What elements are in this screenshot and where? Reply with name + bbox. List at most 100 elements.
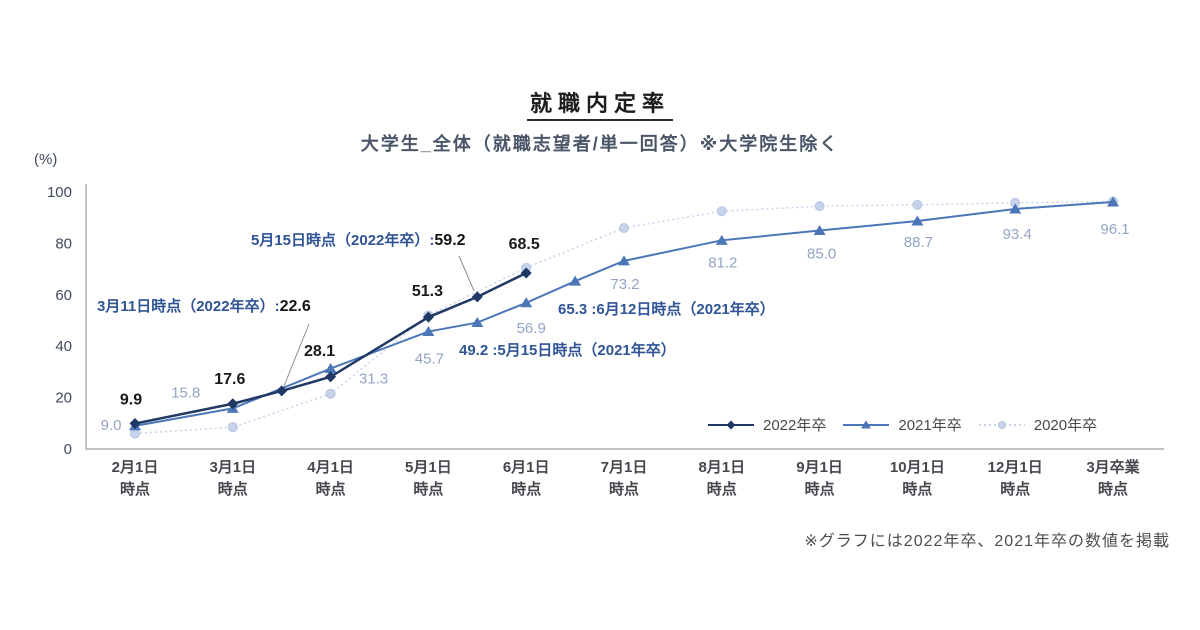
legend-label: 2021年卒 [898, 417, 962, 434]
triangle-marker [911, 215, 924, 226]
annotation-label: 49.2 :5月15日時点（2021年卒） [459, 342, 676, 359]
annotation-leader-line [283, 323, 310, 387]
triangle-marker [715, 234, 728, 245]
x-tick-label: 時点 [609, 480, 639, 498]
triangle-marker [569, 275, 582, 286]
data-label: 73.2 [610, 276, 639, 293]
data-label: 68.5 [509, 236, 540, 253]
circle-marker [227, 422, 238, 433]
legend-swatch-diamond [708, 420, 754, 429]
data-label: 15.8 [171, 384, 200, 401]
diamond-marker [471, 291, 483, 303]
data-label: 88.7 [904, 234, 933, 251]
diamond-marker [520, 267, 532, 279]
x-tick-label: 5月1日 [405, 459, 452, 476]
triangle-marker [1009, 203, 1022, 214]
x-tick-label: 時点 [316, 480, 346, 498]
y-tick-label: 100 [47, 184, 72, 201]
legend-swatch-circle [978, 420, 1025, 429]
x-tick-label: 時点 [902, 480, 932, 498]
chart-subtitle: 大学生_全体（就職志望者/単一回答）※大学院生除く [360, 134, 840, 154]
triangle-marker [1107, 196, 1119, 207]
circle-marker [716, 206, 727, 217]
x-tick-label: 4月1日 [307, 459, 354, 476]
page-title: 就職内定率 [0, 86, 1200, 121]
data-label: 81.2 [708, 254, 737, 271]
x-tick-label: 6月1日 [503, 459, 550, 476]
legend-label: 2022年卒 [763, 417, 827, 434]
diamond-marker [227, 398, 239, 410]
circle-marker [325, 388, 336, 399]
data-label: 96.1 [1100, 221, 1129, 238]
y-axis-unit-label: (%) [34, 151, 58, 168]
x-tick-label: 8月1日 [698, 459, 745, 476]
circle-marker [619, 222, 629, 233]
triangle-marker [813, 225, 826, 236]
annotation-label: 3月11日時点（2022年卒）: [97, 298, 280, 315]
footnote: ※グラフには2022年卒、2021年卒の数値を掲載 [804, 533, 1170, 550]
data-label: 31.3 [359, 371, 388, 388]
legend-item: 2020年卒 [977, 414, 1097, 435]
data-label: 51.3 [412, 283, 443, 300]
diamond-marker [726, 420, 736, 429]
annotation-leader-line [458, 255, 475, 292]
x-tick-label: 時点 [805, 480, 835, 498]
page-title-text: 就職内定率 [526, 91, 673, 121]
x-tick-label: 3月卒業 [1086, 458, 1140, 476]
legend: 2022年卒 2021年卒 2020年卒 [706, 414, 1097, 435]
circle-marker [997, 420, 1006, 429]
x-tick-label: 10月1日 [890, 459, 945, 476]
triangle-marker [618, 255, 630, 266]
data-label: 56.9 [517, 320, 546, 337]
x-tick-label: 時点 [1098, 480, 1128, 498]
x-tick-label: 9月1日 [796, 459, 843, 476]
annotation: 49.2 :5月15日時点（2021年卒） [459, 339, 676, 360]
data-label: 9.9 [120, 392, 142, 409]
y-tick-label: 20 [55, 390, 72, 407]
y-tick-label: 40 [55, 338, 72, 355]
legend-item: 2022年卒 [706, 414, 826, 435]
diamond-marker [276, 385, 288, 397]
x-tick-label: 2月1日 [112, 459, 159, 476]
annotation-value: 59.2 [434, 232, 466, 249]
data-label: 28.1 [304, 343, 335, 360]
x-tick-label: 時点 [413, 480, 443, 498]
diamond-marker [129, 418, 141, 430]
y-tick-label: 80 [55, 235, 72, 252]
x-tick-label: 時点 [1000, 480, 1030, 498]
data-label: 45.7 [415, 351, 444, 368]
legend-label: 2020年卒 [1033, 417, 1098, 434]
annotation: 3月11日時点（2022年卒）:22.6 [97, 295, 311, 316]
x-tick-label: 3月1日 [209, 459, 256, 476]
legend-item: 2021年卒 [841, 414, 962, 435]
data-label: 9.0 [101, 417, 122, 434]
circle-marker [814, 201, 825, 212]
x-tick-label: 時点 [511, 480, 541, 498]
annotation: 65.3 :6月12日時点（2021年卒） [558, 298, 775, 319]
annotation-value: 22.6 [279, 298, 311, 315]
diamond-marker [422, 311, 434, 323]
data-label: 93.4 [1003, 226, 1032, 243]
y-tick-label: 60 [55, 287, 72, 304]
triangle-marker [422, 326, 435, 337]
axis-lines [85, 184, 1164, 450]
x-tick-label: 12月1日 [988, 459, 1043, 476]
x-tick-label: 7月1日 [601, 459, 648, 476]
triangle-marker [471, 317, 484, 328]
diamond-marker [325, 371, 337, 383]
x-tick-label: 時点 [218, 480, 248, 498]
triangle-marker [520, 297, 533, 308]
x-tick-label: 時点 [120, 480, 150, 498]
legend-swatch-triangle [843, 420, 890, 428]
circle-marker [912, 199, 923, 210]
annotation-label: 5月15日時点（2022年卒）: [251, 232, 435, 249]
annotation: 5月15日時点（2022年卒）:59.2 [251, 229, 466, 250]
triangle-marker [861, 420, 872, 428]
x-tick-label: 時点 [707, 480, 737, 498]
data-label: 17.6 [214, 371, 245, 388]
annotation-label: 65.3 :6月12日時点（2021年卒） [558, 301, 775, 318]
triangle-marker [324, 363, 337, 374]
data-label: 85.0 [807, 246, 836, 263]
